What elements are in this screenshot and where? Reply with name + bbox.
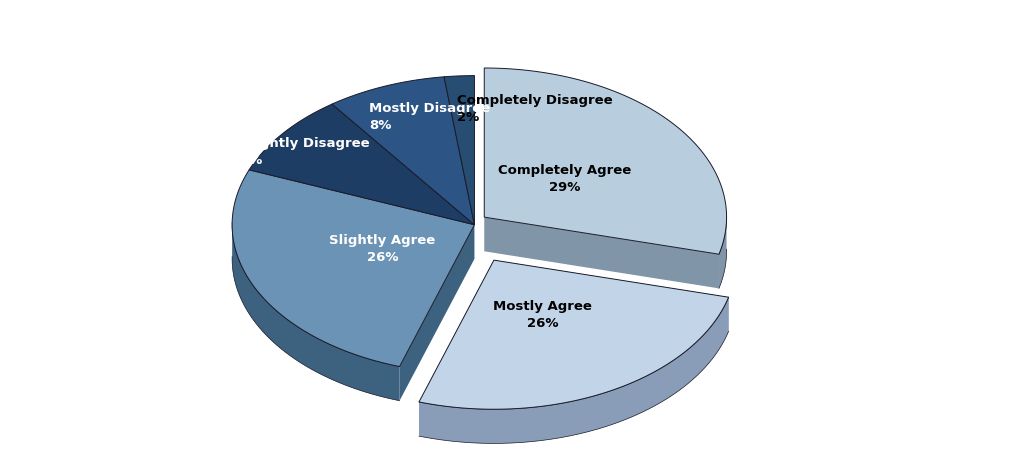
Polygon shape xyxy=(419,260,729,409)
Polygon shape xyxy=(494,260,729,332)
Polygon shape xyxy=(249,104,474,225)
Polygon shape xyxy=(719,215,727,288)
Text: Slightly Disagree
9%: Slightly Disagree 9% xyxy=(241,137,369,166)
Text: Completely Disagree
2%: Completely Disagree 2% xyxy=(457,93,613,124)
Polygon shape xyxy=(484,217,719,288)
Text: Mostly Disagree
8%: Mostly Disagree 8% xyxy=(369,101,490,132)
Text: Completely Agree
29%: Completely Agree 29% xyxy=(498,164,631,194)
Text: Slightly Agree
26%: Slightly Agree 26% xyxy=(330,234,436,264)
Polygon shape xyxy=(233,222,399,401)
Polygon shape xyxy=(419,260,494,436)
Polygon shape xyxy=(332,77,474,225)
Polygon shape xyxy=(419,297,729,444)
Polygon shape xyxy=(444,76,474,225)
Polygon shape xyxy=(484,68,727,254)
Text: Mostly Agree
26%: Mostly Agree 26% xyxy=(493,300,592,330)
Polygon shape xyxy=(399,225,474,401)
Polygon shape xyxy=(233,170,474,366)
